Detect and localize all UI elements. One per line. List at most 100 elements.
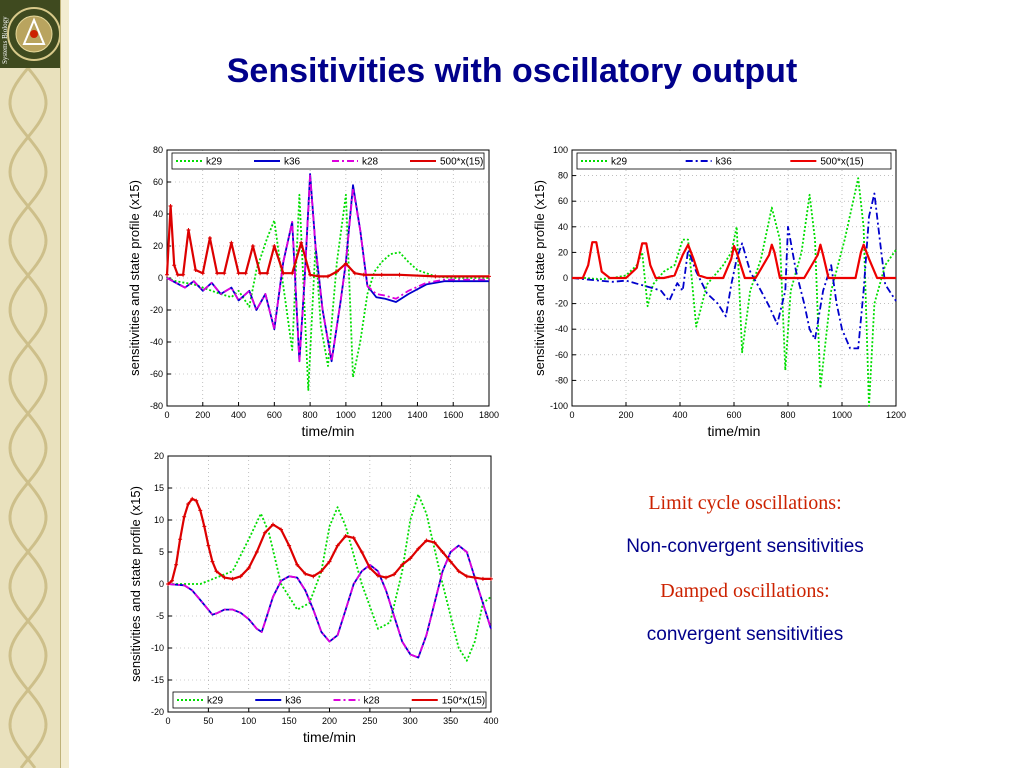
x-tick-label: 250	[362, 716, 377, 726]
data-marker	[303, 571, 308, 576]
y-tick-label: 0	[159, 579, 164, 589]
x-tick-label: 400	[672, 410, 687, 420]
data-marker	[230, 576, 235, 581]
x-tick-label: 400	[231, 410, 246, 420]
data-marker	[210, 559, 215, 564]
note-limit-cycle: Limit cycle oscillations:	[648, 492, 842, 514]
y-tick-label: 60	[558, 196, 568, 206]
x-tick-label: 800	[303, 410, 318, 420]
y-axis-label: sensitivities and state profile (x15)	[532, 180, 547, 376]
data-marker	[190, 496, 195, 501]
legend-label: k36	[716, 157, 733, 168]
data-marker	[243, 271, 248, 276]
y-tick-label: -60	[555, 350, 568, 360]
y-tick-label: -40	[555, 324, 568, 334]
y-tick-label: -40	[150, 337, 163, 347]
series-line-k29	[166, 193, 489, 391]
chart-limit-cycle-sensitivities: 0 200 400 600 800 1000 1200 -100 -80 -60 -40 -20 0 20…	[532, 145, 906, 439]
data-marker	[290, 271, 295, 276]
data-marker	[384, 575, 389, 580]
x-tick-label: 100	[241, 716, 256, 726]
x-tick-label: 0	[165, 716, 170, 726]
y-tick-label: -100	[550, 401, 568, 411]
y-tick-label: 60	[153, 177, 163, 187]
data-marker	[408, 556, 413, 561]
series-line-500*x(15)	[165, 204, 489, 278]
legend-label: k36	[285, 696, 302, 707]
data-marker	[238, 574, 243, 579]
slide-title: Sensitivities with oscillatory output	[226, 52, 798, 90]
x-tick-label: 1000	[832, 410, 852, 420]
data-marker	[215, 271, 220, 276]
y-tick-label: 20	[558, 247, 568, 257]
legend-box	[576, 152, 892, 170]
data-marker	[343, 261, 348, 266]
series-line-k28	[166, 174, 489, 363]
y-tick-label: 20	[153, 241, 163, 251]
data-marker	[281, 271, 286, 276]
x-tick-label: 400	[483, 716, 498, 726]
data-marker	[175, 272, 180, 277]
legend-label: k29	[206, 157, 223, 168]
data-marker	[359, 550, 364, 554]
data-marker	[166, 582, 170, 586]
x-axis-label: time/min	[302, 423, 355, 439]
data-marker	[279, 527, 284, 532]
data-marker	[487, 274, 491, 279]
data-marker	[178, 537, 183, 542]
data-marker	[319, 569, 324, 574]
chart-short-horizon-sensitivities: 0 50 100 150 200 250 300 350 400 -20 -15 -10 -5 0 5 10 1…	[128, 451, 499, 745]
x-tick-label: 300	[403, 716, 418, 726]
x-axis-label: time/min	[708, 423, 761, 439]
x-tick-label: 0	[164, 410, 169, 420]
y-tick-label: -80	[150, 401, 163, 411]
x-tick-label: 200	[322, 716, 337, 726]
helix-strand	[8, 68, 48, 768]
y-tick-label: -10	[151, 643, 164, 653]
data-marker	[172, 263, 177, 268]
data-marker	[375, 573, 380, 578]
dna-helix-decoration	[8, 68, 48, 768]
data-marker	[200, 271, 205, 276]
y-tick-label: -20	[151, 707, 164, 717]
x-tick-label: 0	[569, 410, 574, 420]
y-tick-label: -15	[151, 675, 164, 685]
sidebar-decoration: Systems Biology	[0, 0, 69, 768]
data-marker	[258, 271, 263, 276]
systems-biology-logo	[0, 0, 68, 68]
series-line-500*x(15)	[572, 241, 896, 280]
legend-label: 500*x(15)	[820, 157, 863, 168]
data-marker	[262, 530, 267, 535]
data-marker	[182, 514, 187, 519]
data-marker	[168, 204, 173, 208]
y-tick-label: 80	[558, 171, 568, 181]
data-marker	[170, 578, 175, 583]
data-marker	[236, 271, 241, 276]
data-marker	[433, 274, 438, 279]
data-marker	[270, 522, 275, 527]
data-marker	[265, 271, 270, 276]
data-marker	[311, 574, 316, 579]
x-tick-label: 1200	[372, 410, 392, 420]
data-marker	[464, 574, 469, 579]
x-tick-label: 800	[780, 410, 795, 420]
data-marker	[206, 543, 211, 548]
x-tick-label: 600	[267, 410, 282, 420]
data-marker	[432, 540, 437, 545]
sidebar-edge	[60, 0, 69, 768]
data-marker	[416, 546, 421, 551]
legend-label: k28	[362, 157, 379, 168]
x-tick-label: 1000	[336, 410, 356, 420]
chart-damped-sensitivities: 0 200 400 600 800 1000 1200 1400 1600 1800-80-60-…	[127, 145, 499, 439]
y-axis-label: sensitivities and state profile (x15)	[128, 486, 143, 682]
data-marker	[489, 576, 493, 581]
data-marker	[352, 271, 357, 276]
sidebar-text: Systems Biology	[1, 16, 9, 64]
data-marker	[272, 244, 277, 248]
x-tick-label: 200	[618, 410, 633, 420]
data-marker	[165, 272, 169, 277]
y-tick-label: 20	[154, 451, 164, 461]
data-marker	[308, 272, 313, 277]
data-marker	[250, 244, 255, 248]
data-marker	[194, 498, 199, 503]
